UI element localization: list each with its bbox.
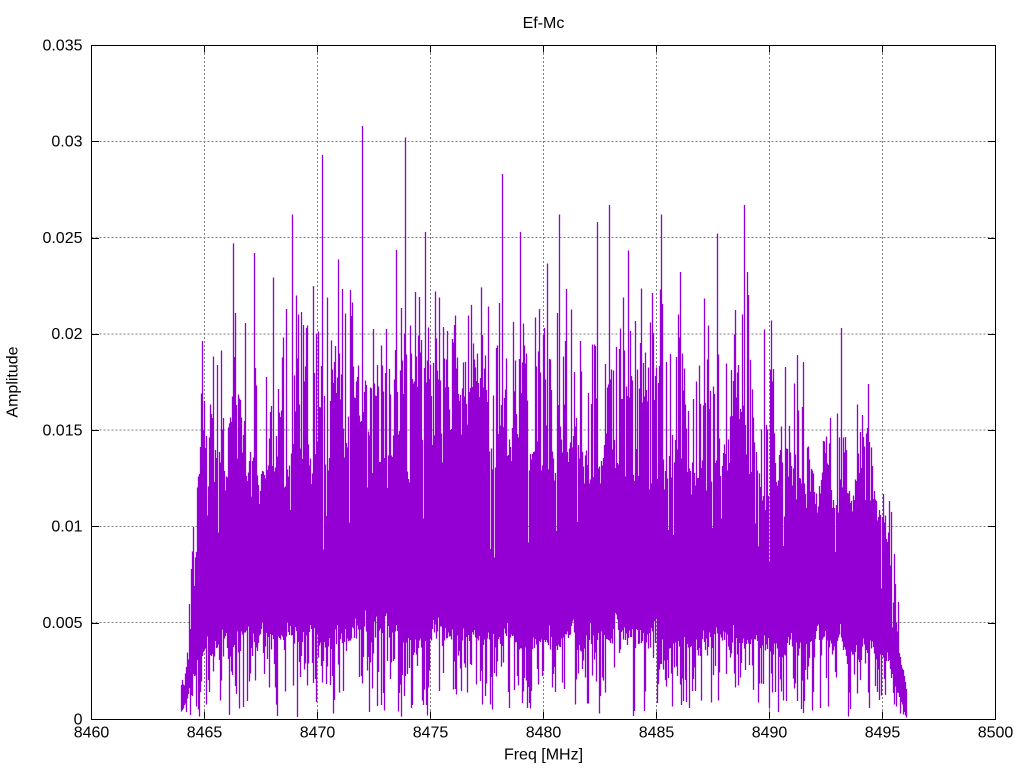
svg-text:8495: 8495 (865, 725, 901, 742)
svg-text:0.03: 0.03 (51, 134, 82, 151)
svg-text:8490: 8490 (752, 725, 788, 742)
svg-text:8465: 8465 (187, 725, 223, 742)
svg-text:0.025: 0.025 (42, 230, 82, 247)
svg-text:8460: 8460 (74, 725, 110, 742)
svg-text:Amplitude: Amplitude (5, 346, 22, 417)
svg-text:0.015: 0.015 (42, 422, 82, 439)
svg-text:Freq [MHz]: Freq [MHz] (504, 747, 583, 764)
svg-text:8470: 8470 (300, 725, 336, 742)
svg-text:8480: 8480 (526, 725, 562, 742)
svg-text:0.02: 0.02 (51, 326, 82, 343)
svg-text:0.01: 0.01 (51, 519, 82, 536)
svg-text:8500: 8500 (978, 725, 1014, 742)
svg-text:Ef-Mc: Ef-Mc (523, 15, 565, 32)
svg-text:0.005: 0.005 (42, 615, 82, 632)
svg-text:0: 0 (74, 711, 83, 728)
svg-text:8485: 8485 (639, 725, 675, 742)
svg-text:8475: 8475 (413, 725, 449, 742)
svg-text:0.035: 0.035 (42, 37, 82, 54)
